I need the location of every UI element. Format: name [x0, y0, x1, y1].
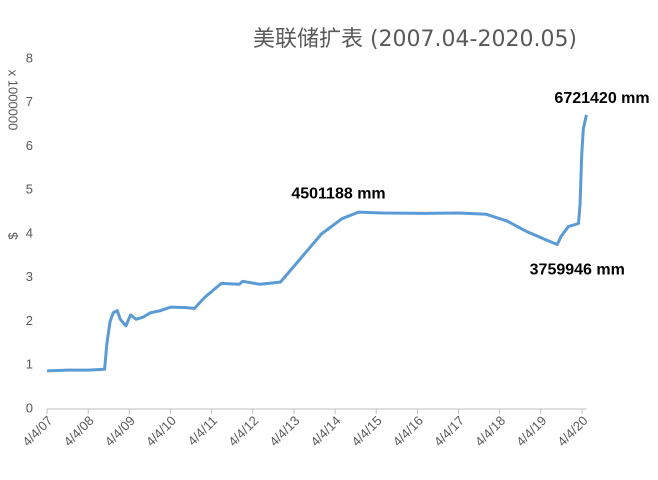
x-tick-label: 4/4/18: [472, 413, 508, 449]
y-axis-multiplier: x 1000000: [6, 70, 21, 131]
x-tick-label: 4/4/15: [349, 413, 385, 449]
y-tick-label: 0: [26, 400, 33, 415]
chart-title: 美联储扩表 (2007.04-2020.05): [253, 27, 577, 52]
annotation: 6721420 mm: [554, 90, 649, 107]
y-tick-label: 6: [26, 138, 33, 153]
x-tick-label: 4/4/07: [19, 413, 55, 449]
annotation: 4501188 mm: [291, 185, 385, 202]
x-tick-label: 4/4/14: [307, 413, 343, 449]
x-tick-label: 4/4/08: [61, 413, 97, 449]
x-tick-label: 4/4/10: [143, 413, 179, 449]
y-tick-label: 1: [26, 357, 33, 372]
x-tick-label: 4/4/20: [554, 413, 590, 449]
y-tick-label: 8: [26, 50, 33, 65]
x-tick-label: 4/4/16: [390, 413, 426, 449]
y-tick-label: 2: [26, 313, 33, 328]
x-tick-label: 4/4/11: [185, 413, 220, 448]
y-tick-label: 3: [26, 269, 33, 284]
y-tick-label: 4: [26, 225, 33, 240]
annotation: 3759946 mm: [530, 262, 625, 279]
y-axis-label: $: [5, 232, 20, 240]
data-line: [46, 114, 588, 373]
x-tick-label: 4/4/12: [225, 413, 261, 449]
y-tick-label: 7: [26, 94, 33, 109]
x-tick-label: 4/4/13: [266, 413, 302, 449]
y-tick-label: 5: [26, 182, 33, 197]
x-tick-label: 4/4/09: [102, 413, 138, 449]
x-tick-label: 4/4/19: [513, 413, 549, 449]
x-tick-label: 4/4/17: [431, 413, 467, 449]
